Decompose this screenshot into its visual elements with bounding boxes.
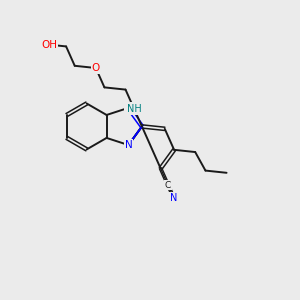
Text: N: N (124, 140, 132, 150)
Text: C: C (165, 181, 171, 190)
Text: OH: OH (41, 40, 57, 50)
Text: NH: NH (127, 104, 142, 114)
Text: O: O (92, 63, 100, 73)
Text: N: N (124, 103, 132, 113)
Text: N: N (170, 193, 178, 203)
